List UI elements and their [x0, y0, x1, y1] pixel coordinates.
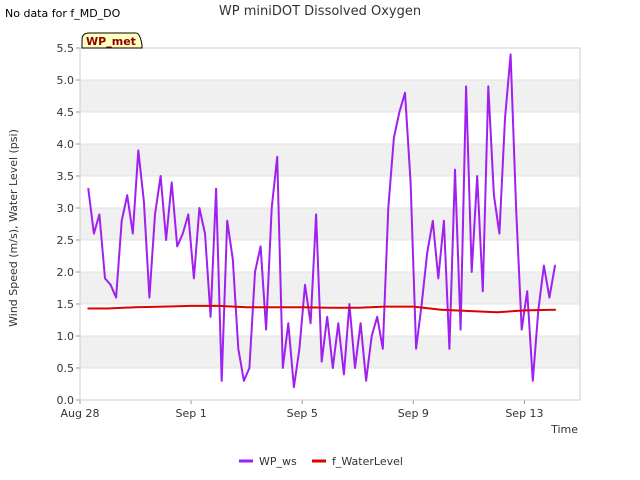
- y-tick-label: 0.5: [57, 362, 75, 375]
- plot-frame: [79, 47, 581, 401]
- series-line-f-waterlevel: [87, 304, 556, 314]
- x-tick-label: Sep 1: [175, 407, 206, 420]
- x-axis-label: Time: [550, 423, 578, 436]
- legend: WP_ws f_WaterLevel: [239, 455, 403, 468]
- x-tick-label: Sep 9: [398, 407, 429, 420]
- y-tick-label: 4.0: [57, 138, 75, 151]
- x-tick-label: Sep 5: [287, 407, 318, 420]
- x-tick-label: Aug 28: [61, 407, 100, 420]
- x-axis: Aug 28 Sep 1 Sep 5 Sep 9 Sep 13: [61, 400, 544, 420]
- series-line-wp-ws: [87, 53, 556, 389]
- wp-met-badge: WP_met: [81, 32, 143, 49]
- y-tick-label: 3.0: [57, 202, 75, 215]
- grid-band: [80, 80, 580, 112]
- y-tick-label: 2.5: [57, 234, 75, 247]
- chart-title: WP miniDOT Dissolved Oxygen: [219, 4, 421, 19]
- y-tick-label: 1.5: [57, 298, 75, 311]
- y-tick-label: 2.0: [57, 266, 75, 279]
- y-axis: 0.0 0.5 1.0 1.5 2.0 2.5 3.0 3.5 4.0 4.5 5.0 5.5: [57, 42, 80, 407]
- grid-band: [80, 272, 580, 304]
- y-axis-label: Wind Speed (m/s), Water Level (psi): [7, 129, 20, 327]
- series-lines: [87, 53, 556, 389]
- y-tick-label: 3.5: [57, 170, 75, 183]
- plot-background: [80, 47, 580, 401]
- grid-band: [80, 144, 580, 176]
- y-tick-label: 4.5: [57, 106, 75, 119]
- x-tick-label: Sep 13: [505, 407, 543, 420]
- y-tick-label: 5.0: [57, 74, 75, 87]
- y-tick-label: 5.5: [57, 42, 75, 55]
- legend-label-water-level: f_WaterLevel: [332, 455, 403, 468]
- no-data-note: No data for f_MD_DO: [5, 7, 121, 20]
- legend-item-water-level[interactable]: f_WaterLevel: [312, 455, 403, 468]
- y-tick-label: 1.0: [57, 330, 75, 343]
- badge-label: WP_met: [86, 35, 136, 48]
- legend-label-wp-ws: WP_ws: [259, 455, 297, 468]
- y-tick-label: 0.0: [57, 394, 75, 407]
- legend-item-wp-ws[interactable]: WP_ws: [239, 455, 297, 468]
